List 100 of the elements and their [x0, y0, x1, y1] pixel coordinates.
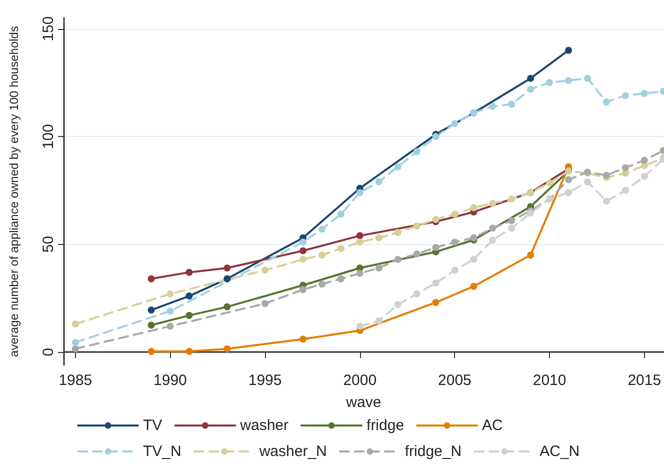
point: [394, 256, 402, 263]
y-tick-label: 50: [40, 236, 57, 253]
point: [565, 46, 572, 54]
point: [224, 264, 231, 272]
legend-label: washer_N: [258, 443, 327, 460]
point: [337, 245, 344, 252]
point: [148, 348, 155, 355]
point: [413, 222, 420, 230]
point: [508, 196, 516, 203]
point: [318, 226, 326, 233]
point: [622, 164, 629, 172]
x-tick-label: 1990: [154, 372, 187, 389]
point: [584, 74, 591, 82]
point: [72, 320, 79, 328]
point: [318, 280, 326, 288]
legend-label: AC: [482, 417, 504, 434]
point: [508, 224, 516, 232]
point: [546, 79, 554, 86]
y-tick-label: 150: [40, 16, 57, 42]
x-axis-title: wave: [345, 394, 382, 411]
point: [584, 178, 591, 186]
legend-label: fridge_N: [404, 443, 462, 460]
point: [565, 189, 572, 196]
point: [413, 290, 420, 298]
point: [72, 345, 79, 352]
point: [375, 264, 382, 272]
point: [375, 317, 382, 324]
point: [527, 74, 534, 82]
point: [394, 228, 402, 236]
point: [451, 266, 458, 274]
point: [451, 120, 458, 128]
x-tick-label: 2010: [532, 372, 566, 389]
x-tick-label: 2000: [343, 372, 377, 389]
point: [375, 234, 382, 242]
legend-label: washer: [239, 417, 289, 434]
point: [602, 198, 610, 205]
point: [394, 301, 402, 308]
point: [299, 286, 306, 294]
point: [489, 102, 496, 110]
point: [413, 250, 420, 258]
point: [546, 179, 554, 186]
x-tick-label: 1995: [248, 372, 282, 389]
point: [470, 204, 478, 212]
point: [640, 172, 648, 180]
x-tick-label: 2005: [438, 372, 472, 389]
point: [432, 280, 440, 287]
point: [489, 200, 496, 207]
point: [356, 238, 364, 246]
legend-label: TV_N: [143, 443, 182, 460]
point: [224, 345, 231, 352]
point: [318, 252, 326, 259]
point: [489, 224, 496, 232]
point: [299, 336, 306, 343]
point: [432, 299, 440, 306]
legend-label: AC_N: [540, 443, 580, 460]
point: [394, 163, 402, 170]
y-tick-label: 0: [40, 348, 57, 356]
point: [337, 275, 344, 282]
point: [356, 232, 364, 240]
point: [622, 186, 629, 194]
point: [470, 256, 478, 263]
point: [527, 252, 534, 259]
point: [148, 275, 155, 282]
point: [186, 268, 193, 276]
point: [166, 290, 174, 298]
legend-label: fridge: [366, 417, 404, 434]
point: [262, 266, 269, 274]
point: [527, 210, 534, 217]
point: [640, 90, 648, 97]
point: [470, 282, 478, 290]
point: [432, 133, 440, 140]
point: [413, 148, 420, 156]
legend-label: TV: [143, 417, 162, 434]
point: [602, 172, 610, 179]
point: [375, 178, 382, 186]
point: [186, 292, 193, 300]
point: [622, 92, 629, 100]
point: [489, 236, 496, 244]
point: [451, 238, 458, 246]
point: [72, 338, 79, 346]
point: [565, 77, 572, 84]
point: [640, 156, 648, 164]
point: [527, 86, 534, 93]
point: [148, 306, 155, 314]
point: [186, 312, 193, 319]
point: [262, 300, 269, 308]
point: [356, 270, 364, 277]
point: [166, 308, 174, 315]
point: [224, 275, 231, 282]
y-tick-label: 100: [40, 124, 57, 150]
point: [148, 322, 155, 329]
point: [508, 217, 516, 224]
x-tick-label: 1985: [58, 372, 92, 389]
point: [299, 247, 306, 254]
point: [337, 210, 344, 218]
point: [602, 98, 610, 106]
point: [356, 189, 364, 196]
point: [451, 210, 458, 218]
x-tick-label: 2015: [628, 372, 662, 389]
point: [186, 348, 193, 355]
